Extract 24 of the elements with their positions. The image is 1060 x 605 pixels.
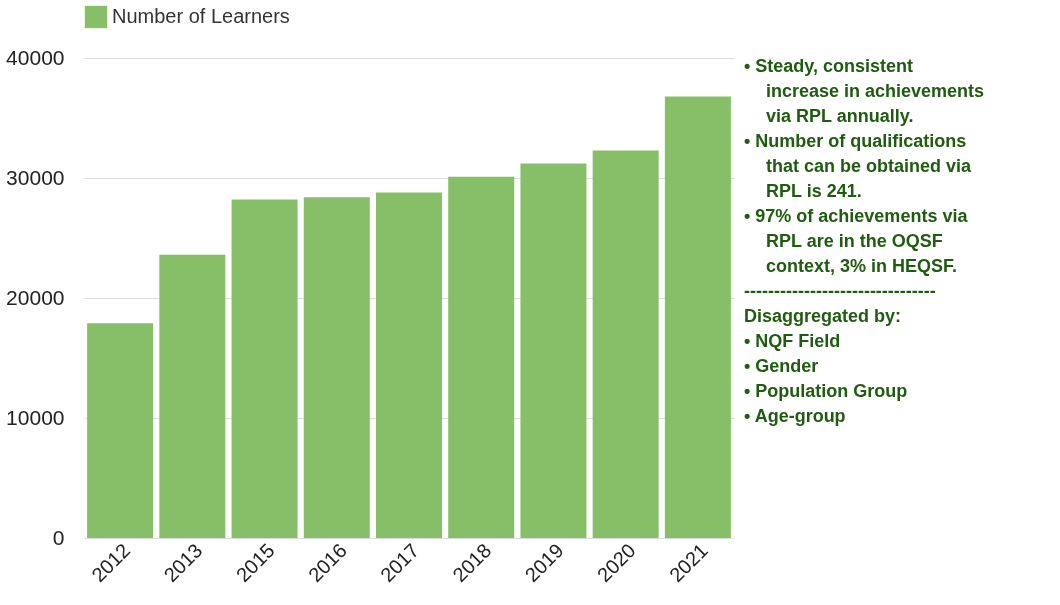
bar	[448, 176, 515, 538]
text: Disaggregated by:	[744, 306, 902, 326]
text: • Population Group	[744, 381, 908, 401]
y-tick-label: 20000	[6, 285, 65, 309]
text: • Gender	[744, 356, 819, 376]
bar	[664, 96, 731, 538]
text: --------------------------------	[744, 281, 936, 301]
bar	[303, 197, 370, 538]
bar	[159, 254, 226, 538]
text: • NQF Field	[744, 331, 841, 351]
y-tick-label: 10000	[6, 405, 65, 429]
bar	[376, 192, 442, 538]
legend-label: Number of Learners	[112, 5, 290, 27]
text: • Steady, consistent increase in achievements via RPL annually.	[744, 56, 985, 126]
y-tick-label: 0	[52, 525, 65, 549]
bar	[87, 323, 154, 538]
text: • Number of qualifications that can be obtained via RPL is 241.	[744, 131, 973, 201]
text: • Age-group	[744, 406, 846, 426]
bar	[592, 150, 659, 538]
bar	[231, 199, 298, 538]
y-tick-label: 40000	[6, 45, 65, 69]
bar	[520, 163, 587, 538]
y-tick-label: 30000	[6, 165, 65, 189]
text: • 97% of achievements via RPL are in the OQSF context, 3% in HEQSF.	[744, 206, 969, 276]
